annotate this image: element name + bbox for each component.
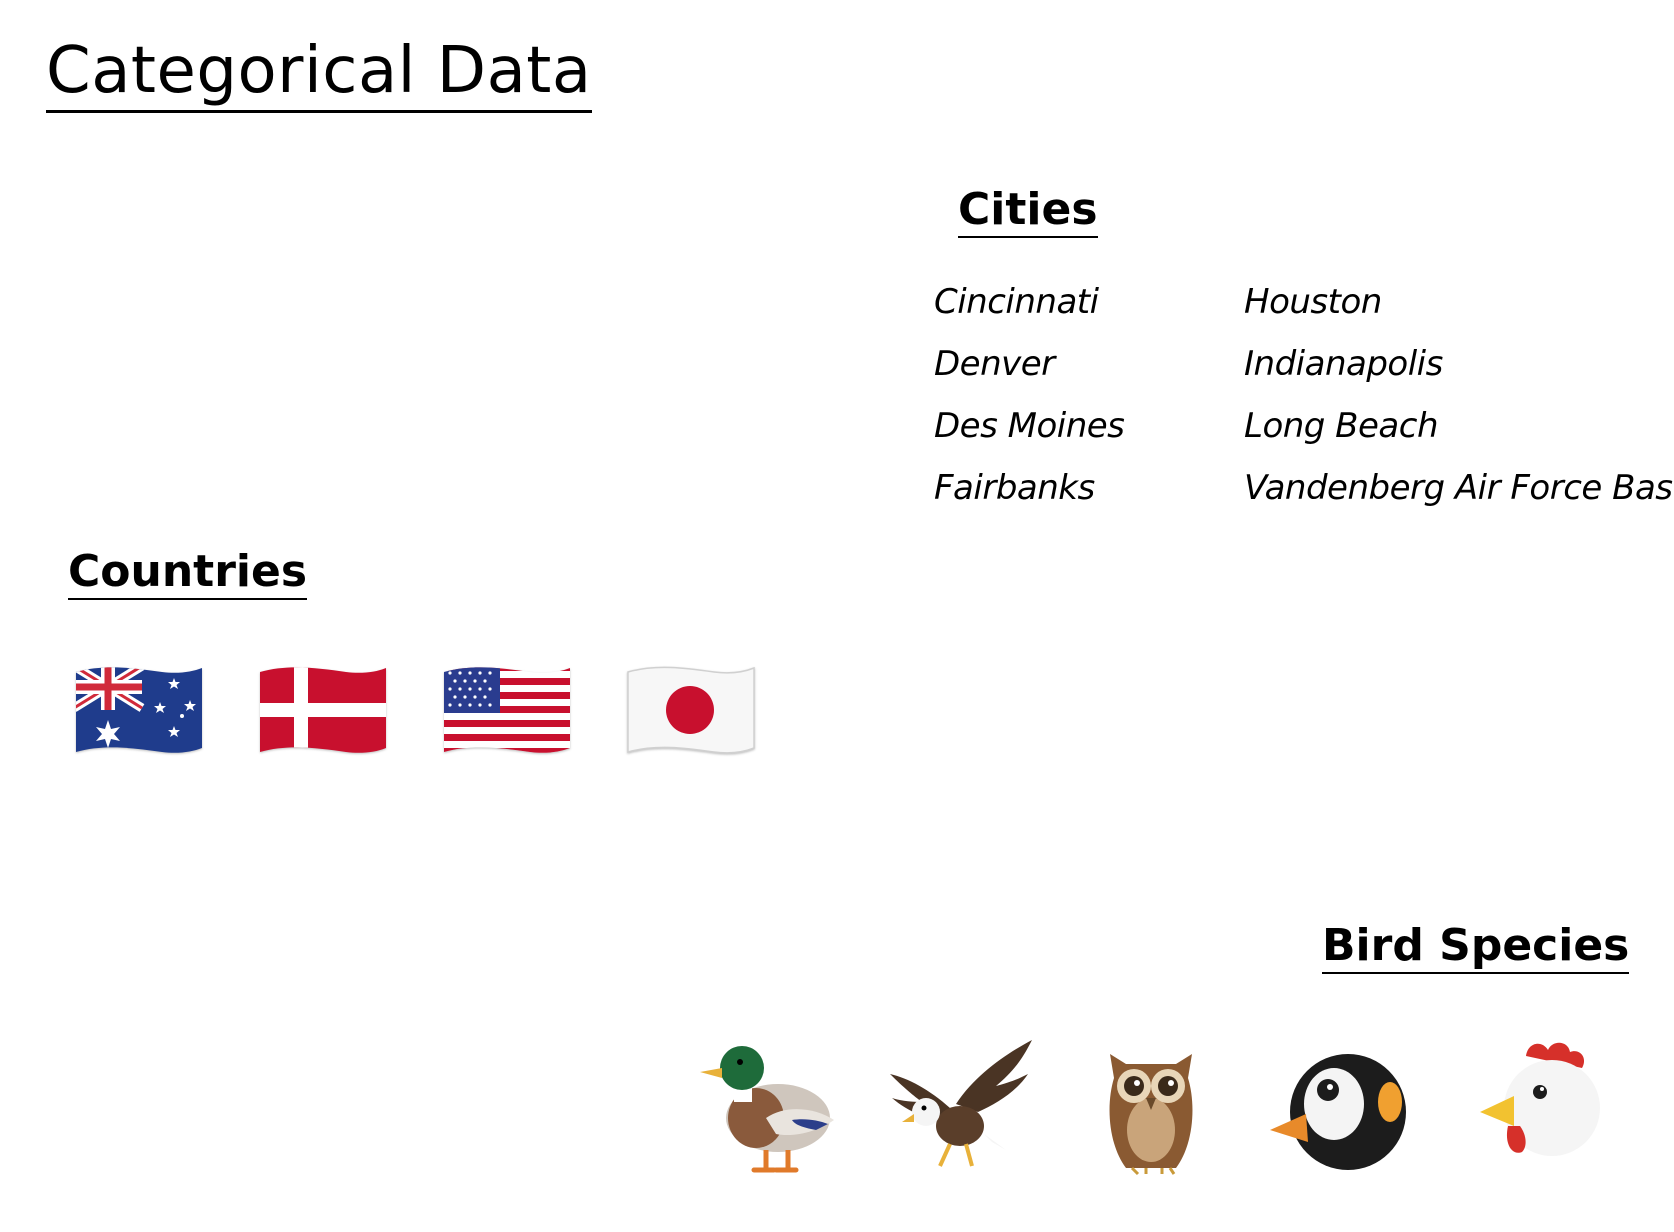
bird-species-row: [696, 1034, 1606, 1184]
city-item: Denver: [934, 344, 1055, 384]
page-title: Categorical Data: [46, 36, 592, 114]
japan-flag-icon: [627, 666, 755, 754]
city-item: Cincinnati: [934, 282, 1099, 322]
denmark-flag-icon: [260, 667, 386, 753]
city-item: Long Beach: [1244, 406, 1439, 446]
cities-heading: Cities: [958, 185, 1098, 239]
owl-icon: [1109, 1054, 1193, 1176]
rooster-icon: [1480, 1042, 1600, 1156]
city-item: Fairbanks: [934, 468, 1095, 508]
countries-heading: Countries: [68, 547, 308, 601]
duck-icon: [700, 1046, 834, 1173]
city-item: Houston: [1244, 282, 1382, 322]
countries-flag-row: [74, 664, 756, 756]
penguin-icon: [1270, 1054, 1406, 1170]
australia-flag-icon: [76, 667, 202, 753]
city-item: Des Moines: [934, 406, 1125, 446]
cities-list: Cincinnati Houston Denver Indianapolis D…: [934, 280, 1674, 528]
eagle-icon: [890, 1040, 1032, 1167]
united-states-flag-icon: [444, 667, 570, 753]
bird-species-heading: Bird Species: [1322, 921, 1630, 975]
city-item: Indianapolis: [1244, 344, 1443, 384]
city-item: Vandenberg Air Force Base: [1244, 468, 1674, 508]
